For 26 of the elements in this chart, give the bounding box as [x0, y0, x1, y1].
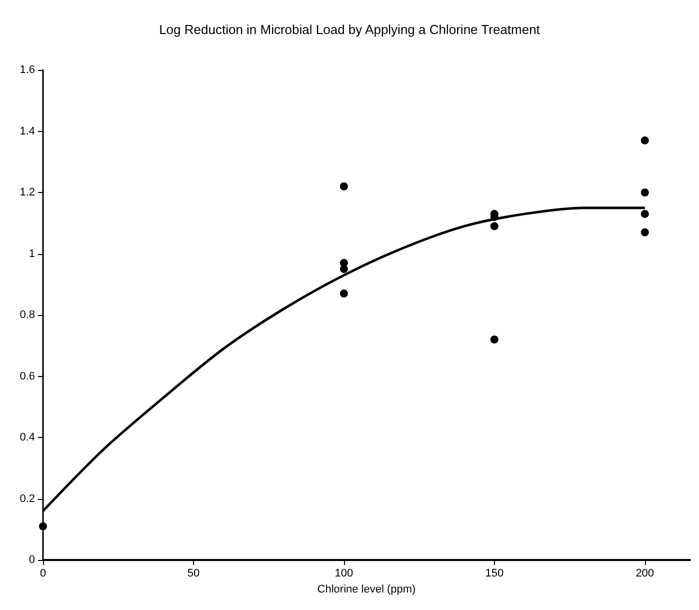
x-tick-label: 200: [636, 568, 654, 580]
y-tick-label: 1.4: [20, 125, 35, 138]
point: [640, 228, 649, 236]
point: [640, 210, 649, 218]
point: [640, 136, 649, 144]
point: [640, 188, 649, 196]
y-tick-label: 0.4: [20, 432, 35, 444]
y-tick-label: 1.6: [20, 64, 35, 76]
x-tick-label: 150: [485, 568, 504, 580]
x-tick-label: 100: [334, 568, 354, 580]
point: [490, 336, 498, 344]
y-tick-label: 0: [28, 554, 35, 566]
point: [340, 265, 348, 274]
point: [340, 182, 348, 190]
y-tick-label: 1.2: [20, 186, 35, 198]
point: [490, 222, 498, 230]
y-tick-label: 0.6: [20, 370, 35, 382]
chart-title: Log Reduction in Microbial Load by Applying a Chlorine Treatment: [159, 22, 540, 37]
y-tick-label: 1: [28, 248, 35, 260]
point: [39, 522, 47, 530]
x-tick-label: 0: [40, 568, 46, 580]
point: [340, 290, 348, 298]
x-axis-title: Chlorine level (ppm): [317, 583, 416, 596]
y-tick-label: 0.8: [20, 309, 35, 321]
x-tick-label: 50: [187, 568, 200, 580]
y-tick-label: 0.2: [20, 492, 35, 505]
